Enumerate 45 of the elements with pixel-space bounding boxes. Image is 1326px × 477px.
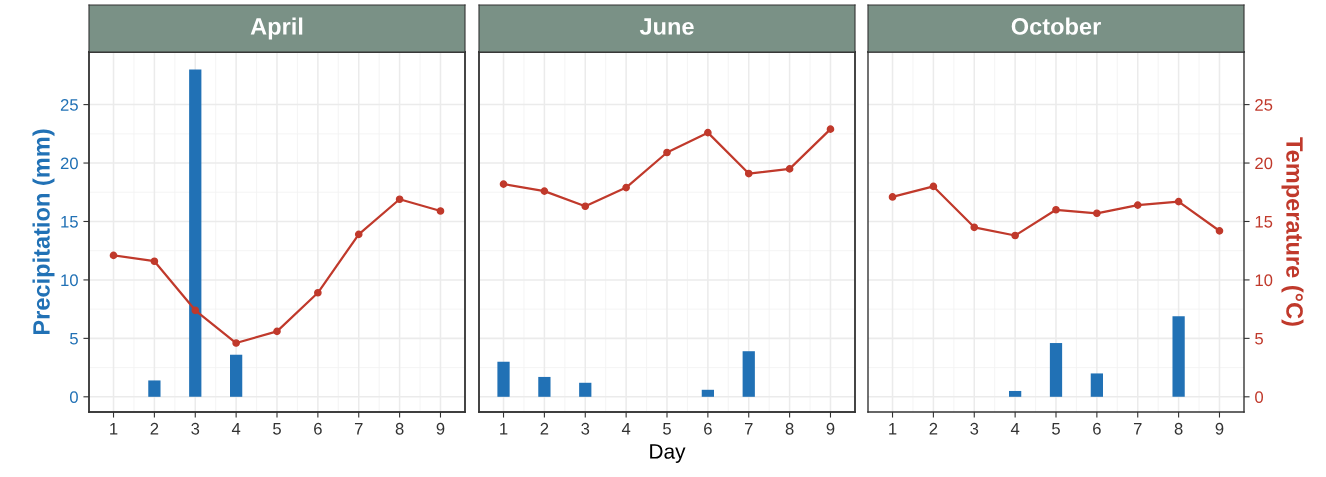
x-tick-label: 1	[500, 423, 508, 435]
x-tick-label: 6	[1093, 422, 1101, 435]
x-tick-label: 2	[929, 422, 938, 435]
chart-title: June	[639, 18, 694, 35]
x-tick-label: 1	[889, 423, 897, 435]
y2-tick-label: 5	[1255, 332, 1263, 345]
chart-title: April	[250, 17, 303, 40]
y2-tick-label: 25	[1255, 99, 1273, 111]
x-tick-label: 3	[191, 422, 200, 435]
y-tick-label: 15	[61, 216, 78, 228]
x-tick-label: 4	[621, 423, 631, 435]
y2-tick-label: 20	[1255, 157, 1273, 170]
x-tick-label: 8	[785, 422, 794, 435]
x-tick-label: 9	[826, 422, 835, 435]
x-tick-label: 8	[1174, 422, 1183, 435]
x-tick-label: 5	[663, 423, 671, 435]
x-tick-label: 9	[1215, 422, 1224, 435]
y-tick-label: 25	[60, 99, 78, 111]
x-tick-label: 6	[704, 422, 712, 435]
y-axis-title: Precipitation (mm)	[32, 129, 55, 335]
y2-tick-label: 10	[1255, 274, 1273, 287]
y-tick-label: 20	[60, 157, 78, 170]
y2-tick-label: 0	[1255, 391, 1264, 404]
y2-axis-title: Temperature (°C)	[1281, 137, 1304, 326]
x-tick-label: 4	[231, 423, 241, 435]
y-tick-label: 10	[61, 274, 78, 287]
x-tick-label: 5	[273, 423, 281, 435]
x-tick-label: 4	[1010, 423, 1020, 435]
x-tick-label: 3	[581, 422, 590, 435]
x-tick-label: 6	[314, 422, 322, 435]
x-tick-label: 7	[354, 423, 363, 435]
y-tick-label: 0	[69, 391, 78, 404]
y-tick-label: 5	[69, 332, 78, 345]
x-tick-label: 5	[1052, 423, 1060, 435]
x-axis-title: Day	[650, 444, 686, 463]
y2-tick-label: 15	[1255, 216, 1273, 228]
x-tick-label: 3	[970, 422, 979, 435]
x-tick-label: 7	[1133, 423, 1142, 435]
x-tick-label: 9	[436, 422, 445, 435]
chart-title: October	[1011, 17, 1101, 35]
x-tick-label: 1	[110, 423, 118, 435]
x-tick-label: 7	[744, 423, 753, 435]
x-tick-label: 2	[540, 422, 549, 435]
x-tick-label: 8	[395, 422, 404, 435]
x-tick-label: 2	[150, 422, 159, 435]
